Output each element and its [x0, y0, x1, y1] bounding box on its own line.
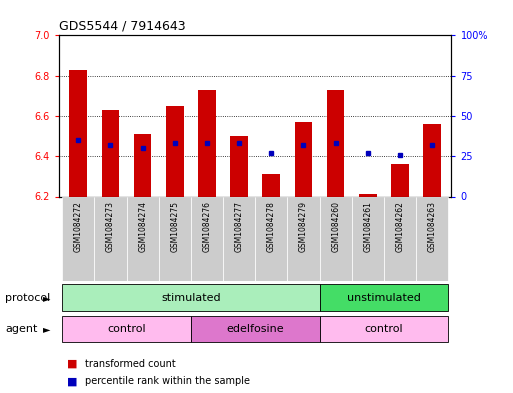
FancyBboxPatch shape — [320, 316, 448, 342]
Text: stimulated: stimulated — [161, 293, 221, 303]
Text: ■: ■ — [67, 358, 77, 369]
Bar — [327, 90, 345, 196]
Bar — [134, 134, 151, 196]
FancyBboxPatch shape — [287, 196, 320, 281]
Text: GSM1084277: GSM1084277 — [234, 201, 244, 252]
FancyBboxPatch shape — [320, 196, 352, 281]
FancyBboxPatch shape — [159, 196, 191, 281]
FancyBboxPatch shape — [94, 196, 127, 281]
Text: GSM1084260: GSM1084260 — [331, 201, 340, 252]
Text: edelfosine: edelfosine — [226, 324, 284, 334]
Text: GSM1084278: GSM1084278 — [267, 201, 276, 252]
Bar — [198, 90, 216, 196]
Text: GSM1084274: GSM1084274 — [138, 201, 147, 252]
Text: agent: agent — [5, 324, 37, 334]
Text: percentile rank within the sample: percentile rank within the sample — [85, 376, 250, 386]
Text: GSM1084273: GSM1084273 — [106, 201, 115, 252]
Text: ►: ► — [43, 293, 50, 303]
Text: GSM1084263: GSM1084263 — [428, 201, 437, 252]
Text: control: control — [365, 324, 403, 334]
FancyBboxPatch shape — [127, 196, 159, 281]
FancyBboxPatch shape — [384, 196, 416, 281]
FancyBboxPatch shape — [352, 196, 384, 281]
Bar — [230, 136, 248, 196]
Text: ►: ► — [43, 324, 50, 334]
Text: GDS5544 / 7914643: GDS5544 / 7914643 — [59, 20, 186, 33]
Bar — [391, 164, 409, 196]
Text: GSM1084261: GSM1084261 — [363, 201, 372, 252]
FancyBboxPatch shape — [416, 196, 448, 281]
Text: protocol: protocol — [5, 293, 50, 303]
FancyBboxPatch shape — [62, 285, 320, 311]
Text: GSM1084276: GSM1084276 — [203, 201, 211, 252]
FancyBboxPatch shape — [191, 196, 223, 281]
FancyBboxPatch shape — [62, 316, 191, 342]
Bar — [102, 110, 120, 196]
Text: GSM1084279: GSM1084279 — [299, 201, 308, 252]
Text: GSM1084272: GSM1084272 — [74, 201, 83, 252]
Text: unstimulated: unstimulated — [347, 293, 421, 303]
Text: GSM1084275: GSM1084275 — [170, 201, 180, 252]
FancyBboxPatch shape — [223, 196, 255, 281]
Bar — [294, 122, 312, 196]
Text: ■: ■ — [67, 376, 77, 386]
Text: GSM1084262: GSM1084262 — [396, 201, 404, 252]
FancyBboxPatch shape — [62, 196, 94, 281]
Bar — [69, 70, 87, 196]
Bar — [263, 174, 280, 196]
Bar — [166, 106, 184, 196]
Bar — [359, 195, 377, 196]
FancyBboxPatch shape — [320, 285, 448, 311]
Text: control: control — [107, 324, 146, 334]
FancyBboxPatch shape — [255, 196, 287, 281]
FancyBboxPatch shape — [191, 316, 320, 342]
Text: transformed count: transformed count — [85, 358, 175, 369]
Bar — [423, 124, 441, 196]
